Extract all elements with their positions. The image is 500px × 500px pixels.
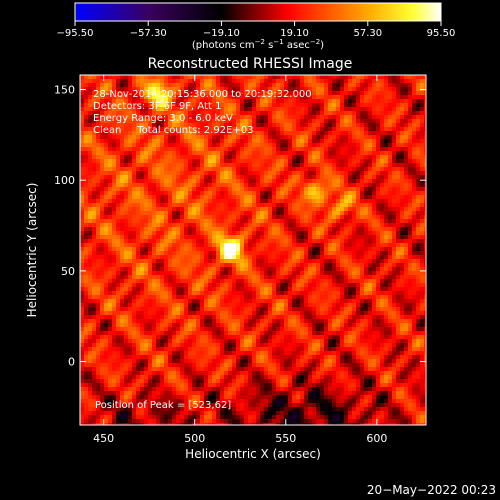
annotation-time-range: 28-Nov-2014 20:15:36.000 to 20:19:32.000: [93, 89, 312, 100]
colorbar-unit-label: (photons cm−2 s−1 asec−2): [192, 38, 324, 51]
colorbar: [74, 2, 442, 22]
y-tick-label: 50: [61, 265, 75, 278]
y-axis-ticks: 0 50 100 150: [54, 84, 426, 369]
colorbar-ticks: −95.50 −57.30 −19.10 19.10 57.30 95.50: [56, 21, 455, 39]
heatmap-image: [80, 75, 426, 425]
x-axis-ticks: 450 500 550 600: [93, 75, 387, 445]
chart-title: Reconstructed RHESSI Image: [148, 56, 353, 72]
y-axis-label: Heliocentric Y (arcsec): [25, 183, 39, 318]
annotation-counts: Clean Total counts: 2.92E+03: [93, 125, 253, 136]
colorbar-tick-label: −57.30: [130, 28, 167, 39]
x-tick-label: 500: [184, 432, 205, 445]
x-tick-label: 550: [275, 432, 296, 445]
plot-frame: [79, 74, 427, 426]
peak-position-label: Position of Peak = [523,62]: [95, 400, 231, 411]
x-tick-label: 450: [93, 432, 114, 445]
colorbar-tick-label: 19.10: [280, 28, 309, 39]
colorbar-tick-label: −19.10: [203, 28, 240, 39]
colorbar-tick-label: 57.30: [353, 28, 382, 39]
y-tick-label: 0: [68, 356, 75, 369]
x-axis-label: Heliocentric X (arcsec): [185, 447, 321, 461]
y-tick-label: 100: [54, 174, 75, 187]
x-tick-label: 600: [366, 432, 387, 445]
colorbar-tick-label: 95.50: [427, 28, 456, 39]
y-tick-label: 150: [54, 84, 75, 97]
annotation-detectors: Detectors: 3F 6F 9F, Att 1: [93, 101, 221, 112]
timestamp: 20−May−2022 00:23: [367, 483, 496, 497]
colorbar-tick-label: −95.50: [56, 28, 93, 39]
annotation-energy: Energy Range: 3.0 - 6.0 keV: [93, 113, 233, 124]
